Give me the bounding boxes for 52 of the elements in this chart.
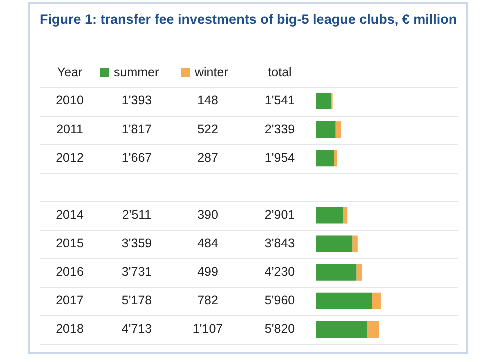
- bar: [372, 292, 381, 310]
- data-label: 484: [198, 236, 218, 251]
- bar: [316, 292, 372, 310]
- total-label: 4'230: [264, 265, 296, 280]
- data-label: 390: [198, 208, 218, 222]
- data-label: 5'178: [122, 294, 152, 308]
- data-label: 1'107: [192, 322, 224, 336]
- data-label: 1'393: [122, 94, 152, 108]
- bar: [316, 150, 334, 167]
- data-label: 3'359: [122, 236, 152, 251]
- y-tick-label: 2010: [56, 94, 84, 108]
- y-axis-title: Year: [57, 65, 83, 80]
- total-label: 5'960: [264, 294, 296, 308]
- y-tick-label: 2016: [56, 265, 84, 280]
- bar: [316, 207, 344, 224]
- legend-label: summer: [114, 65, 160, 80]
- data-label: 287: [198, 150, 218, 165]
- data-label: 148: [198, 94, 218, 108]
- bar: [367, 321, 380, 338]
- bar: [316, 236, 353, 252]
- y-tick-label: 2011: [56, 122, 84, 136]
- data-label: 1'817: [122, 122, 152, 136]
- bar: [352, 236, 358, 252]
- y-tick-label: 2017: [56, 294, 84, 308]
- total-label: 1'954: [264, 150, 296, 165]
- bar: [316, 122, 336, 138]
- bar: [334, 150, 338, 167]
- data-label: 4'713: [122, 322, 152, 336]
- text: total: [268, 65, 292, 80]
- total-label: 2'901: [264, 208, 296, 222]
- data-label: 522: [198, 122, 218, 136]
- y-tick-label: 2014: [56, 208, 84, 222]
- data-label: 2'511: [122, 208, 152, 222]
- data-label: 499: [198, 265, 218, 280]
- bar: [316, 321, 368, 338]
- total-label: 3'843: [264, 236, 296, 251]
- bar: [316, 264, 357, 281]
- bar: [356, 264, 362, 281]
- total-label: 1'541: [264, 94, 296, 108]
- total-label: 5'820: [264, 322, 296, 336]
- data-label: 1'667: [122, 150, 152, 165]
- y-tick-label: 2015: [56, 236, 84, 251]
- bar: [316, 92, 332, 110]
- bar: [336, 122, 342, 138]
- y-tick-label: 2018: [56, 322, 84, 336]
- chart-title: Figure 1: transfer fee investments of big-5 league clubs, € million: [40, 11, 458, 28]
- legend-label: winter: [194, 65, 228, 80]
- data-label: 3'731: [122, 265, 152, 280]
- bar: [343, 207, 348, 224]
- data-label: 782: [198, 294, 218, 308]
- total-label: 2'339: [264, 122, 296, 136]
- y-tick-label: 2012: [56, 150, 84, 165]
